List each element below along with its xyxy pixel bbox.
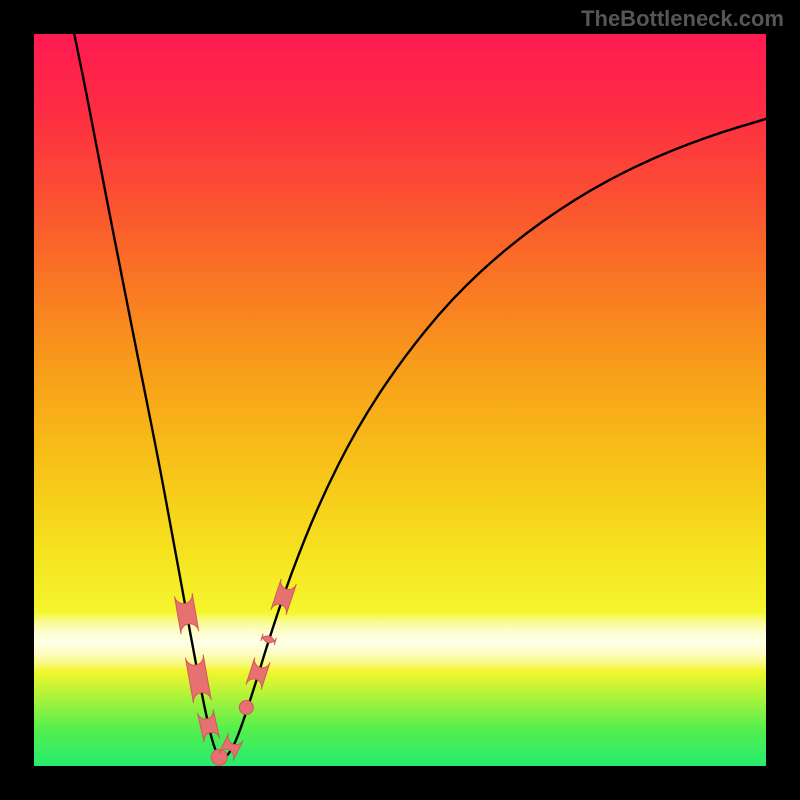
gradient-background: [34, 34, 766, 766]
plot-area: [34, 34, 766, 766]
watermark-text: TheBottleneck.com: [581, 6, 784, 32]
chart-frame: TheBottleneck.com: [0, 0, 800, 800]
marker-circle: [239, 700, 253, 714]
plot-svg: [34, 34, 766, 766]
